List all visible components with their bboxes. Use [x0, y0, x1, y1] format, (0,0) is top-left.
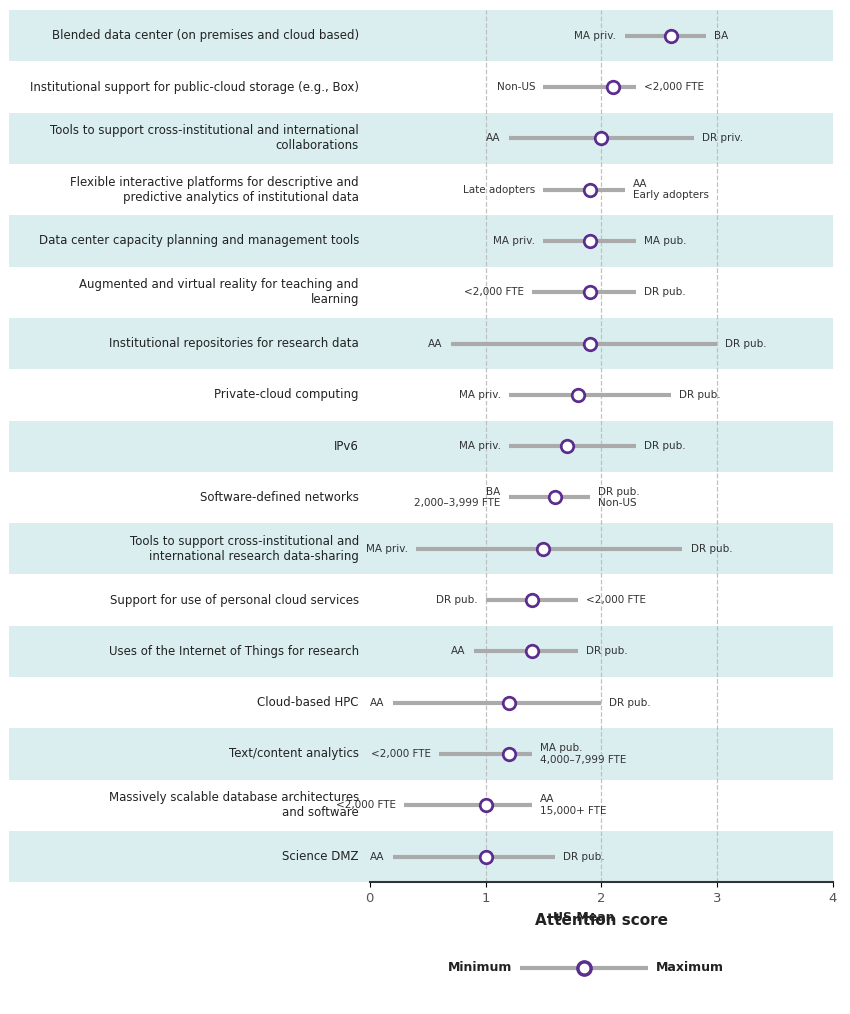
- Bar: [370, 830, 833, 882]
- Bar: [370, 472, 833, 523]
- Text: DR pub.: DR pub.: [609, 698, 651, 708]
- Bar: [370, 780, 833, 830]
- Bar: [8, 10, 370, 62]
- Text: BA: BA: [714, 30, 728, 41]
- Text: DR pub.: DR pub.: [725, 339, 767, 349]
- Text: <2,000 FTE: <2,000 FTE: [586, 595, 646, 605]
- Text: Support for use of personal cloud services: Support for use of personal cloud servic…: [110, 593, 359, 606]
- Text: MA priv.: MA priv.: [459, 389, 501, 400]
- Bar: [8, 267, 370, 318]
- Text: AA
Early adopters: AA Early adopters: [632, 178, 709, 201]
- Text: DR pub.: DR pub.: [644, 441, 686, 451]
- Text: DR pub.
Non-US: DR pub. Non-US: [598, 487, 639, 508]
- Bar: [370, 318, 833, 369]
- Bar: [370, 164, 833, 215]
- Bar: [8, 369, 370, 421]
- Bar: [370, 267, 833, 318]
- Text: Software-defined networks: Software-defined networks: [200, 491, 359, 504]
- Text: DR pub.: DR pub.: [586, 646, 628, 656]
- Text: <2,000 FTE: <2,000 FTE: [337, 800, 396, 810]
- Text: <2,000 FTE: <2,000 FTE: [371, 749, 431, 758]
- Text: AA: AA: [451, 646, 466, 656]
- Text: DR pub.: DR pub.: [436, 595, 478, 605]
- Bar: [370, 677, 833, 728]
- Text: DR pub.: DR pub.: [564, 852, 605, 862]
- Text: Private-cloud computing: Private-cloud computing: [214, 388, 359, 402]
- Text: MA priv.: MA priv.: [493, 236, 536, 246]
- Text: Institutional support for public-cloud storage (e.g., Box): Institutional support for public-cloud s…: [30, 80, 359, 93]
- Text: DR pub.: DR pub.: [690, 544, 732, 554]
- Text: Late adopters: Late adopters: [463, 185, 536, 195]
- Bar: [8, 728, 370, 780]
- Text: MA priv.: MA priv.: [575, 30, 616, 41]
- Text: BA
2,000–3,999 FTE: BA 2,000–3,999 FTE: [414, 487, 501, 508]
- Bar: [370, 626, 833, 677]
- Text: Massively scalable database architectures
and software: Massively scalable database architecture…: [109, 791, 359, 819]
- Text: <2,000 FTE: <2,000 FTE: [644, 82, 705, 92]
- Bar: [8, 421, 370, 472]
- Text: AA: AA: [371, 852, 385, 862]
- Bar: [370, 421, 833, 472]
- Bar: [370, 215, 833, 267]
- Text: US Mean: US Mean: [553, 912, 615, 925]
- Bar: [8, 626, 370, 677]
- Bar: [370, 369, 833, 421]
- Text: DR pub.: DR pub.: [679, 389, 721, 400]
- Bar: [8, 164, 370, 215]
- Text: Science DMZ: Science DMZ: [282, 850, 359, 863]
- Text: MA pub.
4,000–7,999 FTE: MA pub. 4,000–7,999 FTE: [540, 743, 626, 765]
- Text: <2,000 FTE: <2,000 FTE: [464, 287, 524, 297]
- Bar: [370, 113, 833, 164]
- Text: Data center capacity planning and management tools: Data center capacity planning and manage…: [38, 234, 359, 247]
- Bar: [8, 574, 370, 626]
- Text: DR priv.: DR priv.: [702, 134, 743, 143]
- Bar: [370, 10, 833, 62]
- Text: AA: AA: [428, 339, 443, 349]
- Text: Cloud-based HPC: Cloud-based HPC: [258, 697, 359, 709]
- Bar: [8, 472, 370, 523]
- Bar: [8, 318, 370, 369]
- Bar: [370, 523, 833, 574]
- Bar: [370, 728, 833, 780]
- Bar: [370, 62, 833, 113]
- Text: AA
15,000+ FTE: AA 15,000+ FTE: [540, 794, 607, 816]
- Text: Blended data center (on premises and cloud based): Blended data center (on premises and clo…: [52, 29, 359, 43]
- Bar: [8, 113, 370, 164]
- Text: Non-US: Non-US: [496, 82, 536, 92]
- Bar: [8, 62, 370, 113]
- Bar: [8, 523, 370, 574]
- Text: Tools to support cross-institutional and
international research data-sharing: Tools to support cross-institutional and…: [130, 534, 359, 563]
- Text: DR pub.: DR pub.: [644, 287, 686, 297]
- Bar: [8, 677, 370, 728]
- Text: IPv6: IPv6: [334, 440, 359, 452]
- Text: Minimum: Minimum: [447, 961, 512, 974]
- Text: Text/content analytics: Text/content analytics: [229, 747, 359, 760]
- Bar: [8, 215, 370, 267]
- Bar: [8, 780, 370, 830]
- Text: MA priv.: MA priv.: [366, 544, 408, 554]
- X-axis label: Attention score: Attention score: [535, 914, 668, 928]
- Text: Augmented and virtual reality for teaching and
learning: Augmented and virtual reality for teachi…: [79, 278, 359, 306]
- Text: AA: AA: [486, 134, 501, 143]
- Text: Tools to support cross-institutional and international
collaborations: Tools to support cross-institutional and…: [50, 125, 359, 152]
- Text: Institutional repositories for research data: Institutional repositories for research …: [109, 337, 359, 350]
- Text: MA priv.: MA priv.: [459, 441, 501, 451]
- Bar: [370, 574, 833, 626]
- Text: MA pub.: MA pub.: [644, 236, 687, 246]
- Text: AA: AA: [371, 698, 385, 708]
- Text: Uses of the Internet of Things for research: Uses of the Internet of Things for resea…: [109, 645, 359, 658]
- Bar: [8, 830, 370, 882]
- Text: Flexible interactive platforms for descriptive and
predictive analytics of insti: Flexible interactive platforms for descr…: [71, 175, 359, 204]
- Text: Maximum: Maximum: [656, 961, 724, 974]
